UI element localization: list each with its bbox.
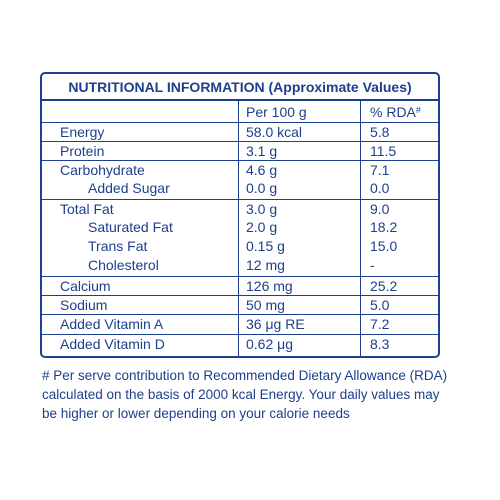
per-100g-value: 4.6 g (246, 162, 278, 178)
table-row-trans-fat: Trans Fat 0.15 g 15.0 (42, 237, 438, 256)
rda-value: 7.2 (370, 316, 390, 332)
per-100g-value: 12 mg (246, 257, 285, 273)
nutrient-name: Cholesterol (88, 257, 159, 273)
nutrient-name: Carbohydrate (60, 162, 145, 178)
table-row-sodium: Sodium 50 mg 5.0 (42, 295, 438, 315)
per-100g-value: 0.15 g (246, 238, 285, 254)
table-row-total-fat: Total Fat 3.0 g 9.0 (42, 199, 438, 219)
per-100g-value: 2.0 g (246, 219, 278, 235)
table-row-vitamin-a: Added Vitamin A 36 μg RE 7.2 (42, 314, 438, 334)
column-divider-per (238, 101, 239, 356)
footnote-line: calculated on the basis of 2000 kcal Ene… (42, 387, 440, 402)
rda-value: - (370, 257, 375, 273)
per-100g-value: 3.1 g (246, 143, 278, 159)
per-100g-value: 58.0 kcal (246, 124, 303, 140)
table-row-vitamin-d: Added Vitamin D 0.62 μg 8.3 (42, 334, 438, 354)
table-row-protein: Protein 3.1 g 11.5 (42, 141, 438, 161)
rda-value: 15.0 (370, 238, 398, 254)
nutrient-name: Added Vitamin A (60, 316, 164, 332)
nutrient-name: Energy (60, 124, 105, 140)
table-row-added-sugar: Added Sugar 0.0 g 0.0 (42, 179, 438, 198)
rda-value: 7.1 (370, 162, 390, 178)
rda-value: 11.5 (370, 143, 397, 159)
column-header-per-100g: Per 100 g (246, 104, 307, 120)
nutrient-name: Protein (60, 143, 105, 159)
column-divider-rda (360, 101, 361, 356)
rda-value: 18.2 (370, 219, 398, 235)
rda-label: % RDA (370, 104, 416, 120)
table-row-cholesterol: Cholesterol 12 mg - (42, 256, 438, 275)
nutrition-table: NUTRITIONAL INFORMATION (Approximate Val… (40, 72, 440, 358)
footnote-line: # Per serve contribution to Recommended … (42, 368, 448, 383)
per-100g-value: 50 mg (246, 297, 285, 313)
nutrient-name: Saturated Fat (88, 219, 173, 235)
rda-value: 0.0 (370, 180, 390, 196)
per-100g-value: 126 mg (246, 278, 293, 294)
rda-value: 25.2 (370, 278, 398, 294)
table-row-energy: Energy 58.0 kcal 5.8 (42, 122, 438, 142)
footnote-line: be higher or lower depending on your cal… (42, 406, 350, 421)
table-row-saturated-fat: Saturated Fat 2.0 g 18.2 (42, 218, 438, 237)
nutrient-name: Added Sugar (88, 180, 170, 196)
rda-value: 5.8 (370, 124, 390, 140)
table-row-calcium: Calcium 126 mg 25.2 (42, 276, 438, 296)
nutrient-name: Trans Fat (88, 238, 148, 254)
nutrient-name: Added Vitamin D (60, 336, 165, 352)
per-100g-value: 0.62 μg (246, 336, 293, 352)
rda-value: 8.3 (370, 336, 390, 352)
table-title: NUTRITIONAL INFORMATION (Approximate Val… (42, 74, 438, 101)
per-100g-value: 0.0 g (246, 180, 278, 196)
nutrient-name: Sodium (60, 297, 108, 313)
nutrient-name: Calcium (60, 278, 111, 294)
per-100g-value: 3.0 g (246, 201, 278, 217)
rda-value: 5.0 (370, 297, 390, 313)
rda-footnote-mark: # (415, 105, 421, 115)
nutrient-name: Total Fat (60, 201, 114, 217)
rda-value: 9.0 (370, 201, 390, 217)
rda-footnote: # Per serve contribution to Recommended … (42, 366, 448, 423)
column-header-rda: % RDA# (370, 103, 421, 122)
per-100g-value: 36 μg RE (246, 316, 305, 332)
table-row-carbohydrate: Carbohydrate 4.6 g 7.1 (42, 160, 438, 180)
